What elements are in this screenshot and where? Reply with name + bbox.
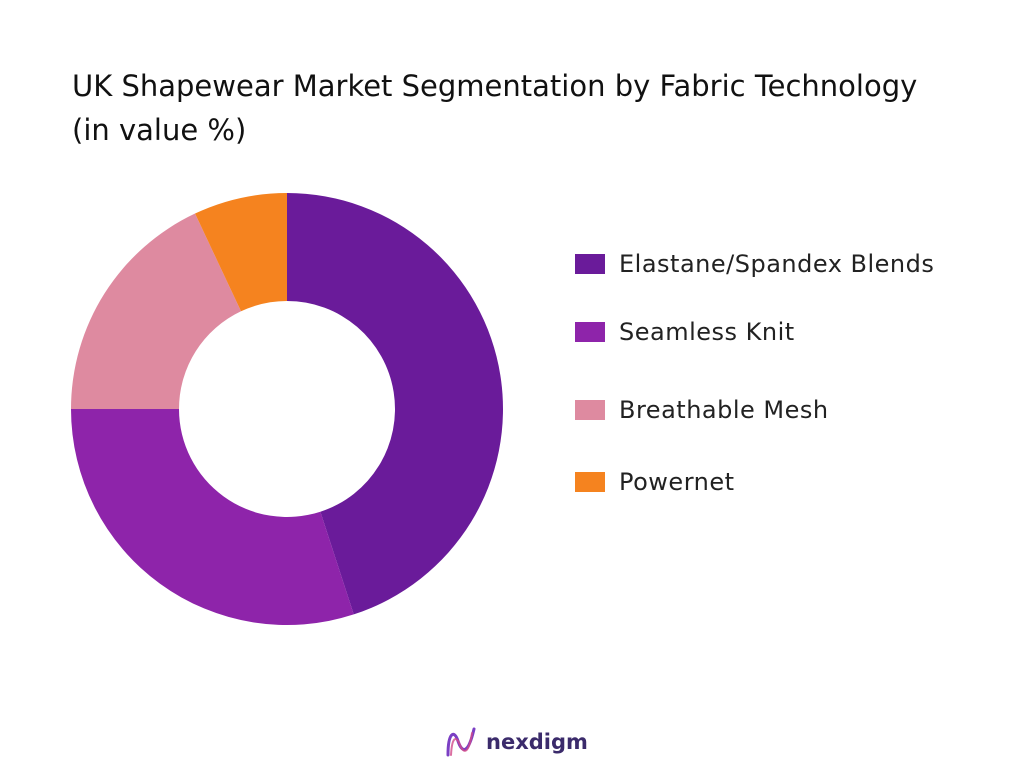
legend-swatch bbox=[575, 472, 605, 492]
brand-logo: nexdigm bbox=[444, 724, 588, 760]
legend-label: Elastane/Spandex Blends bbox=[619, 250, 935, 278]
slice-breathable-mesh bbox=[71, 213, 242, 409]
legend-item: Elastane/Spandex Blends bbox=[575, 250, 934, 278]
legend-label: Seamless Knit bbox=[619, 318, 795, 346]
legend-swatch bbox=[575, 400, 605, 420]
legend-swatch bbox=[575, 322, 605, 342]
chart-title: UK Shapewear Market Segmentation by Fabr… bbox=[72, 69, 918, 147]
legend-swatch bbox=[575, 254, 605, 274]
slice-elastane-spandex-blends bbox=[287, 193, 504, 615]
legend-item: Breathable Mesh bbox=[575, 396, 829, 424]
slice-powernet bbox=[195, 193, 287, 312]
logo-text: nexdigm bbox=[486, 730, 588, 754]
legend-label: Breathable Mesh bbox=[619, 396, 829, 424]
legend-item: Seamless Knit bbox=[575, 318, 795, 346]
nexdigm-wave-icon bbox=[446, 727, 476, 757]
slice-seamless-knit bbox=[71, 409, 354, 626]
legend-item: Powernet bbox=[575, 468, 735, 496]
legend-label: Powernet bbox=[619, 468, 735, 496]
